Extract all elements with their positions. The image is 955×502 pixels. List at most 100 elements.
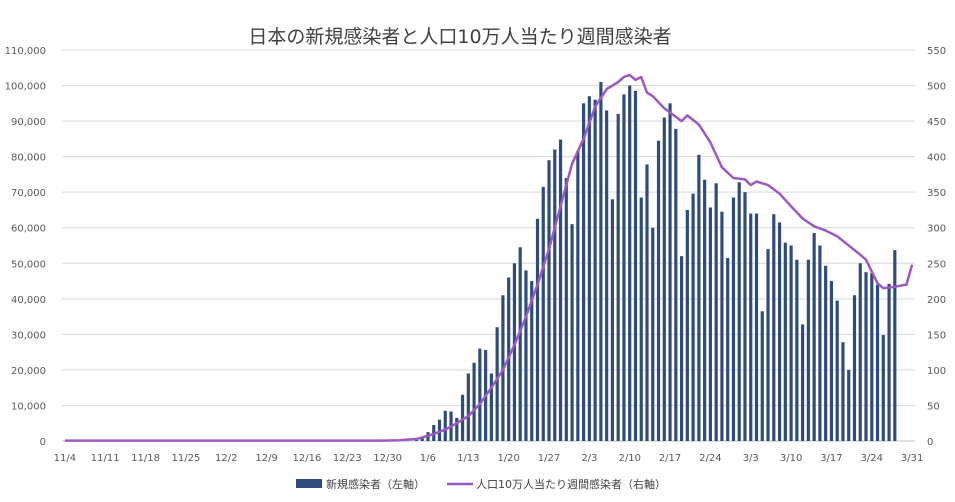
- bar: [824, 265, 828, 441]
- x-tick-label: 12/16: [293, 453, 322, 464]
- bar: [881, 335, 885, 441]
- bar: [841, 342, 845, 441]
- bar: [754, 213, 759, 441]
- y-left-tick-label: 100,000: [5, 82, 46, 93]
- bar: [553, 149, 557, 441]
- x-tick-label: 11/11: [91, 453, 120, 464]
- x-tick-label: 12/23: [333, 453, 362, 464]
- y-left-tick-label: 110,000: [5, 46, 46, 57]
- bar: [818, 245, 822, 441]
- bar: [541, 186, 545, 441]
- bar: [564, 177, 568, 442]
- bar: [512, 263, 517, 441]
- bar: [558, 139, 563, 442]
- y-right-tick-label: 250: [927, 259, 946, 270]
- x-tick-label: 1/27: [538, 453, 560, 464]
- bar: [524, 270, 528, 441]
- bar: [743, 192, 747, 441]
- bar: [656, 140, 661, 441]
- bar: [662, 117, 666, 441]
- bar: [593, 99, 597, 441]
- bar: [587, 96, 591, 441]
- bar: [679, 256, 684, 441]
- bar: [455, 417, 459, 441]
- bar: [795, 259, 799, 441]
- chart-title: 日本の新規感染者と人口10万人当たり週間感染者: [248, 26, 672, 48]
- bar: [749, 213, 753, 441]
- bar: [605, 110, 609, 441]
- bar: [495, 327, 499, 441]
- bar: [437, 419, 442, 441]
- bar: [610, 199, 615, 441]
- y-left-tick-label: 30,000: [11, 330, 46, 341]
- bar: [801, 324, 805, 441]
- bar: [766, 249, 770, 441]
- y-right-tick-label: 200: [927, 295, 946, 306]
- x-tick-label: 3/31: [901, 453, 923, 464]
- bar: [420, 438, 424, 441]
- x-tick-label: 1/13: [457, 453, 479, 464]
- bar: [576, 151, 580, 441]
- bar: [708, 207, 712, 441]
- bar: [547, 160, 551, 441]
- x-tick-label: 12/9: [255, 453, 277, 464]
- bar: [852, 295, 857, 441]
- bar: [887, 283, 891, 441]
- y-right-tick-label: 150: [927, 330, 946, 341]
- x-tick-label: 3/10: [780, 453, 802, 464]
- bar: [478, 348, 482, 441]
- bar: [731, 197, 736, 441]
- bar: [472, 362, 476, 441]
- bar: [783, 242, 787, 441]
- bar: [858, 263, 862, 441]
- bar: [720, 211, 724, 441]
- bar: [639, 197, 643, 441]
- bar: [489, 373, 493, 441]
- series-line: [64, 73, 914, 442]
- bar: [685, 209, 689, 441]
- bar: [460, 394, 465, 441]
- x-tick-label: 2/24: [699, 453, 721, 464]
- y-right-tick-label: 50: [927, 401, 940, 412]
- legend-label: 人口10万人当たり週間感染者（右軸）: [476, 477, 666, 491]
- y-left-tick-label: 20,000: [11, 366, 46, 377]
- bar: [530, 281, 534, 441]
- bar: [628, 85, 632, 441]
- x-tick-label: 11/18: [131, 453, 160, 464]
- bar: [645, 164, 649, 441]
- x-tick-label: 11/4: [54, 453, 76, 464]
- x-tick-label: 12/30: [373, 453, 402, 464]
- y-left-tick-label: 40,000: [11, 295, 46, 306]
- bar: [835, 300, 839, 441]
- bar: [893, 250, 897, 441]
- bar: [870, 273, 874, 441]
- bar: [789, 245, 793, 441]
- bar: [726, 257, 730, 441]
- bar: [806, 259, 810, 441]
- bar: [777, 222, 782, 441]
- bar: [864, 272, 868, 441]
- y-left-tick-label: 90,000: [11, 117, 46, 128]
- bar: [443, 410, 447, 441]
- bar: [703, 179, 707, 441]
- y-left-tick-label: 80,000: [11, 153, 46, 164]
- x-tick-label: 2/17: [659, 453, 681, 464]
- bar: [414, 439, 419, 441]
- bar: [829, 281, 834, 441]
- bar: [760, 311, 764, 441]
- bar: [599, 81, 603, 441]
- y-right-tick-label: 500: [927, 82, 946, 93]
- y-left-tick-label: 60,000: [11, 224, 46, 235]
- bar: [668, 103, 672, 442]
- bar: [812, 233, 816, 441]
- bar: [772, 214, 776, 441]
- x-tick-label: 12/2: [215, 453, 237, 464]
- y-right-tick-label: 100: [927, 366, 946, 377]
- bar: [518, 247, 522, 441]
- bar: [691, 193, 695, 441]
- y-left-tick-label: 0: [40, 437, 46, 448]
- bar: [535, 218, 540, 441]
- y-right-tick-label: 400: [927, 153, 946, 164]
- legend-label: 新規感染者（左軸）: [326, 477, 425, 491]
